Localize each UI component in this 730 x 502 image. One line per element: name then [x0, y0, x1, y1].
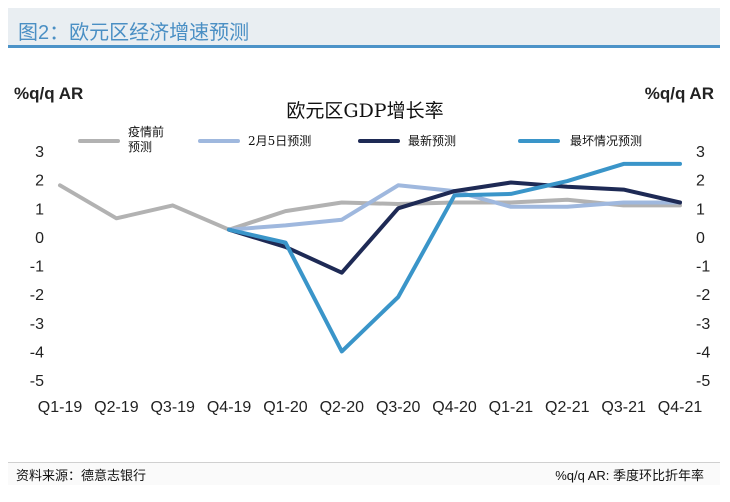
- chart-title: 欧元区GDP增长率: [286, 100, 444, 122]
- figure-title: 图2：欧元区经济增速预测: [18, 22, 250, 44]
- unit-note: %q/q AR: 季度环比折年率: [555, 468, 704, 483]
- y-tick-label-left: -2: [30, 287, 44, 304]
- x-tick-label: Q4-21: [658, 399, 703, 416]
- right-axis-unit: %q/q AR: [644, 84, 714, 103]
- y-tick-label-left: 0: [35, 230, 44, 247]
- y-tick-label-right: 2: [696, 173, 705, 190]
- y-tick-label-right: 0: [696, 230, 705, 247]
- y-tick-label-left: -5: [30, 373, 44, 390]
- series-line-3: [227, 180, 682, 275]
- y-tick-label-right: -5: [696, 373, 710, 390]
- x-tick-label: Q3-21: [601, 399, 646, 416]
- y-tick-label-right: -3: [696, 316, 710, 333]
- x-tick-label: Q3-19: [150, 399, 195, 416]
- gdp-line-chart: 3 3 2 2 1 1 0 0 -1 -1 -2 -2 -3 -3 -4 -4 -5 -5 Q1-19 Q2-19 Q3…: [30, 124, 711, 416]
- series-line-4: [227, 161, 682, 354]
- y-tick-label-left: 2: [35, 173, 44, 190]
- x-tick-label: Q2-19: [94, 399, 139, 416]
- legend-label-2: 2月5日预测: [248, 134, 311, 148]
- y-tick-label-right: -1: [696, 259, 710, 276]
- x-tick-label: Q2-21: [545, 399, 590, 416]
- y-tick-label-right: -2: [696, 287, 710, 304]
- footer-bar: 资料来源：德意志银行 %q/q AR: 季度环比折年率: [8, 462, 720, 485]
- y-tick-label-right: 1: [696, 201, 705, 218]
- x-tick-label: Q3-20: [376, 399, 421, 416]
- legend-label-4: 最坏情况预测: [570, 134, 642, 148]
- y-tick-label-right: -4: [696, 344, 710, 361]
- left-axis-unit: %q/q AR: [14, 84, 84, 103]
- x-tick-label: Q1-20: [263, 399, 308, 416]
- figure-title-bar: 图2：欧元区经济增速预测: [8, 8, 720, 48]
- y-tick-label-left: 1: [35, 201, 44, 218]
- source-note: 资料来源：德意志银行: [16, 468, 147, 483]
- x-tick-label: Q1-19: [38, 399, 83, 416]
- legend-label-1: 疫情前预测: [128, 124, 164, 154]
- series-line-1: [58, 183, 682, 232]
- legend-label-3: 最新预测: [408, 133, 456, 148]
- x-tick-label: Q4-19: [207, 399, 252, 416]
- y-tick-label-left: -3: [30, 316, 44, 333]
- x-tick-label: Q2-20: [320, 399, 365, 416]
- y-tick-label-left: -1: [30, 259, 44, 276]
- x-tick-label: Q4-20: [432, 399, 477, 416]
- y-tick-label-right: 3: [696, 144, 705, 161]
- y-tick-label-left: 3: [35, 144, 44, 161]
- x-tick-label: Q1-21: [489, 399, 534, 416]
- y-tick-label-left: -4: [30, 344, 44, 361]
